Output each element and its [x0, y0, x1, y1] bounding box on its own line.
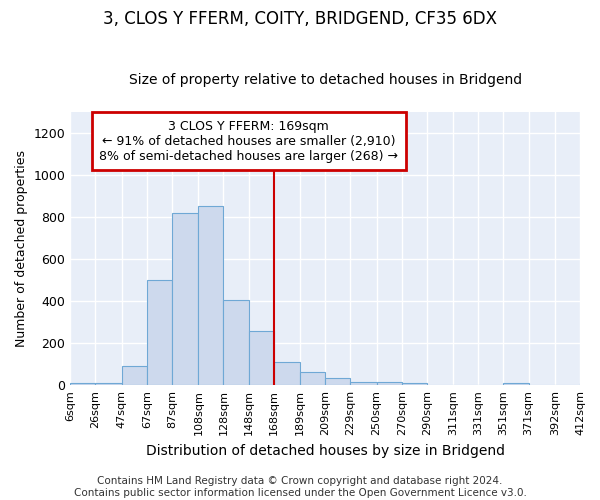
Bar	[95, 383, 122, 385]
Text: Contains HM Land Registry data © Crown copyright and database right 2024.
Contai: Contains HM Land Registry data © Crown c…	[74, 476, 526, 498]
Text: 3 CLOS Y FFERM: 169sqm
← 91% of detached houses are smaller (2,910)
8% of semi-d: 3 CLOS Y FFERM: 169sqm ← 91% of detached…	[99, 120, 398, 163]
Bar	[402, 383, 427, 385]
Bar	[274, 362, 300, 385]
Bar	[350, 382, 377, 385]
X-axis label: Distribution of detached houses by size in Bridgend: Distribution of detached houses by size …	[146, 444, 505, 458]
Title: Size of property relative to detached houses in Bridgend: Size of property relative to detached ho…	[128, 73, 522, 87]
Bar	[580, 383, 600, 385]
Bar	[70, 383, 95, 385]
Bar	[248, 330, 274, 385]
Bar	[300, 372, 325, 385]
Bar	[122, 366, 147, 385]
Bar	[172, 212, 199, 385]
Bar	[147, 280, 172, 385]
Y-axis label: Number of detached properties: Number of detached properties	[15, 150, 28, 347]
Bar	[199, 206, 223, 385]
Bar	[223, 300, 248, 385]
Bar	[503, 383, 529, 385]
Bar	[325, 378, 350, 385]
Text: 3, CLOS Y FFERM, COITY, BRIDGEND, CF35 6DX: 3, CLOS Y FFERM, COITY, BRIDGEND, CF35 6…	[103, 10, 497, 28]
Bar	[377, 382, 402, 385]
